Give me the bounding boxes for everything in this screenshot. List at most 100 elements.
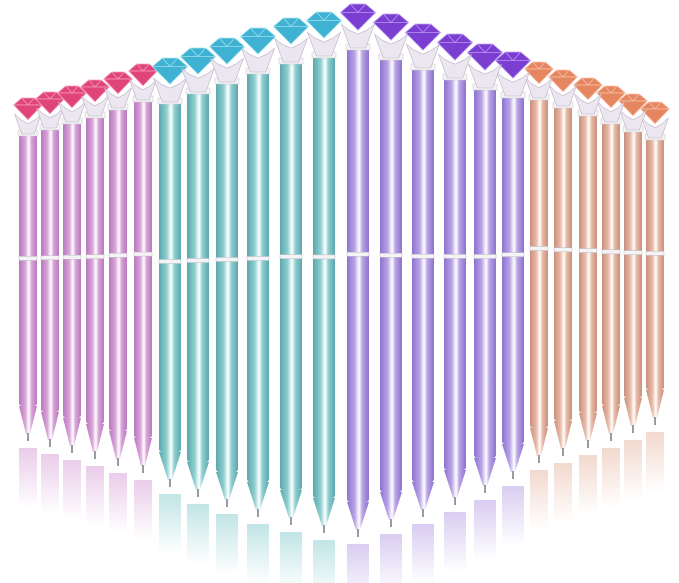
pen-tip-cone <box>19 406 37 434</box>
pen-refill-tip <box>587 440 589 448</box>
pen-reflection <box>347 544 369 583</box>
pen-band <box>473 254 497 259</box>
pen-barrel <box>347 48 369 502</box>
pen-barrel <box>134 100 152 438</box>
pen-tip-cone <box>247 482 269 510</box>
pen-refill-tip <box>49 439 51 447</box>
pen-teal <box>239 27 277 583</box>
pen-rose-gold <box>524 61 554 530</box>
pen-reflection <box>86 466 104 526</box>
pen-claw-setting <box>58 101 86 123</box>
pen-reflection <box>247 524 269 583</box>
pen-claw-setting <box>495 71 531 97</box>
pen-refill-tip <box>654 417 656 425</box>
pen-refill-tip <box>357 529 359 537</box>
pen-claw-setting <box>209 57 245 83</box>
pen-band <box>411 254 435 259</box>
pen-refill-tip <box>454 497 456 505</box>
pen-claw-setting <box>36 107 64 129</box>
pen-band <box>645 251 665 256</box>
pen-band <box>215 257 239 262</box>
pen-diamond-gem <box>466 43 504 71</box>
gem-facets <box>209 37 245 48</box>
pen-diamond-gem <box>179 47 217 75</box>
pen-diamond-gem <box>524 61 554 85</box>
pen-reflection <box>159 494 181 554</box>
gem-facets <box>128 63 158 72</box>
pen-barrel <box>41 128 59 412</box>
pen-claw-setting <box>467 63 503 89</box>
pen-reflection <box>380 534 402 583</box>
pen-band <box>529 246 549 251</box>
pen-tip-cone <box>216 472 238 500</box>
pen-band <box>553 247 573 252</box>
pen-barrel <box>624 130 642 398</box>
gem-facets <box>437 33 473 44</box>
pen-barrel <box>187 92 209 462</box>
pen-refill-tip <box>94 451 96 459</box>
pen-teal <box>208 37 246 574</box>
pen-tip-cone <box>444 470 466 498</box>
pen-diamond-gem <box>305 11 343 39</box>
pen-barrel <box>247 72 269 482</box>
pen-claw-setting <box>619 109 647 131</box>
pen-claw-setting <box>273 37 309 63</box>
pen-band <box>186 258 210 263</box>
pen-purple <box>372 13 410 583</box>
pen-claw-setting <box>14 113 42 135</box>
pen-barrel <box>109 108 127 431</box>
pen-diamond-gem <box>436 33 474 61</box>
pen-purple <box>436 33 474 572</box>
pen-tip-cone <box>502 444 524 472</box>
pen-refill-tip <box>610 433 612 441</box>
pen-tip-cone <box>63 418 81 446</box>
pen-diamond-gem <box>573 77 603 101</box>
pen-barrel <box>554 106 572 421</box>
pen-claw-setting <box>525 77 553 99</box>
pen-purple <box>339 3 377 583</box>
pen-band <box>379 253 403 258</box>
pen-reflection <box>474 500 496 560</box>
pen-claw-setting <box>306 31 342 57</box>
pen-pink <box>128 63 158 540</box>
pen-refill-tip <box>27 433 29 441</box>
pen-purple <box>404 23 442 583</box>
pen-tip-cone <box>313 498 335 526</box>
pen-reflection <box>280 532 302 583</box>
pen-diamond-gem <box>640 101 670 125</box>
pen-barrel <box>474 88 496 458</box>
pen-band <box>246 256 270 261</box>
pen-band <box>62 254 82 260</box>
pen-reflection <box>624 440 642 500</box>
pen-claw-setting <box>597 101 625 123</box>
pen-refill-tip <box>512 471 514 479</box>
pen-barrel <box>380 58 402 492</box>
pen-refill-tip <box>117 458 119 466</box>
pen-barrel <box>63 122 81 418</box>
pen-band <box>578 248 598 253</box>
pen-teal <box>179 47 217 564</box>
gem-facets <box>180 47 216 58</box>
pen-barrel <box>444 78 466 470</box>
pen-pink <box>80 79 110 526</box>
pen-tip-cone <box>474 458 496 486</box>
pen-diamond-gem <box>151 57 189 85</box>
pen-band <box>40 255 60 261</box>
gem-facets <box>152 57 188 68</box>
pen-tip-cone <box>86 424 104 452</box>
pen-tip-cone <box>41 412 59 440</box>
pen-refill-tip <box>632 425 634 433</box>
pen-claw-setting <box>81 95 109 117</box>
pen-tip-cone <box>412 482 434 510</box>
pen-reflection <box>41 454 59 514</box>
gem-facets <box>373 13 409 24</box>
pen-claw-setting <box>373 33 409 59</box>
pen-diamond-gem <box>208 37 246 65</box>
pen-refill-tip <box>226 499 228 507</box>
pen-refill-tip <box>390 519 392 527</box>
gem-facets <box>548 69 578 78</box>
pen-rose-gold <box>618 93 648 500</box>
pen-rose-gold <box>573 77 603 515</box>
pen-diamond-gem <box>239 27 277 55</box>
